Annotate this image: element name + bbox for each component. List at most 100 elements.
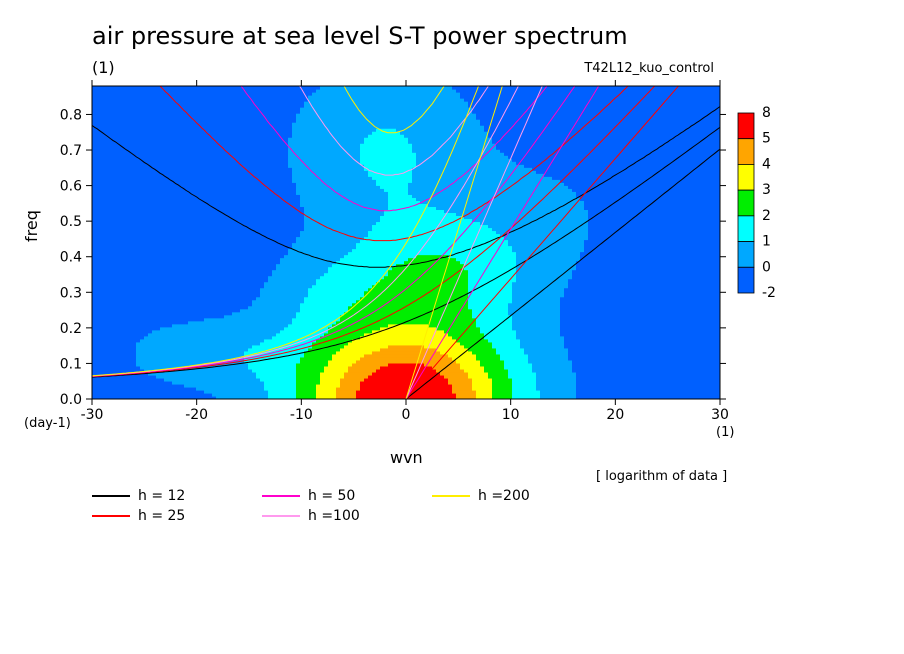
field-cell — [136, 272, 141, 277]
field-cell — [144, 311, 149, 316]
field-cell — [264, 272, 269, 277]
field-cell — [156, 89, 161, 93]
field-cell — [160, 140, 165, 144]
field-cell — [132, 362, 137, 367]
field-cell — [136, 263, 141, 268]
field-cell — [116, 170, 121, 174]
field-cell — [196, 113, 201, 117]
field-cell — [276, 227, 281, 232]
field-cell — [272, 152, 277, 156]
field-cell — [212, 326, 217, 331]
field-cell — [184, 143, 189, 147]
field-cell — [144, 332, 149, 337]
field-cell — [256, 281, 261, 286]
field-cell — [256, 287, 261, 292]
field-cell — [112, 89, 117, 93]
field-cell — [112, 152, 117, 156]
field-cell — [184, 386, 189, 391]
field-cell — [208, 266, 213, 271]
field-cell — [140, 86, 145, 90]
field-cell — [132, 263, 137, 268]
field-cell — [280, 338, 285, 343]
field-cell — [232, 377, 237, 382]
field-cell — [256, 341, 261, 346]
field-cell — [228, 122, 233, 126]
field-cell — [120, 332, 125, 337]
field-cell — [244, 269, 249, 274]
field-cell — [276, 116, 281, 120]
field-cell — [100, 242, 105, 247]
field-cell — [124, 125, 129, 129]
field-cell — [124, 365, 129, 370]
field-cell — [100, 380, 105, 385]
field-cell — [220, 302, 225, 307]
field-cell — [168, 239, 173, 244]
field-cell — [132, 104, 137, 108]
field-cell — [160, 389, 165, 394]
field-cell — [144, 89, 149, 93]
field-cell — [116, 188, 121, 192]
field-cell — [276, 284, 281, 289]
field-cell — [120, 86, 125, 90]
field-cell — [140, 164, 145, 168]
field-cell — [100, 275, 105, 280]
field-cell — [152, 203, 157, 207]
field-cell — [164, 116, 169, 120]
field-cell — [236, 209, 241, 213]
field-cell — [236, 128, 241, 132]
field-cell — [152, 227, 157, 232]
field-cell — [124, 116, 129, 120]
field-cell — [272, 134, 277, 138]
field-cell — [100, 281, 105, 286]
field-cell — [160, 395, 165, 399]
field-cell — [136, 314, 141, 319]
field-cell — [208, 188, 213, 192]
field-cell — [200, 212, 205, 217]
field-cell — [260, 254, 265, 259]
field-cell — [96, 110, 101, 114]
field-cell — [248, 134, 253, 138]
field-cell — [240, 149, 245, 153]
field-cell — [164, 314, 169, 319]
field-cell — [120, 329, 125, 334]
field-cell — [256, 248, 261, 253]
field-cell — [96, 215, 101, 220]
field-cell — [272, 344, 277, 349]
field-cell — [144, 200, 149, 204]
field-cell — [168, 269, 173, 274]
field-cell — [128, 302, 133, 307]
field-cell — [204, 173, 209, 177]
field-cell — [224, 188, 229, 192]
field-cell — [264, 356, 269, 361]
field-cell — [200, 317, 205, 322]
field-cell — [96, 158, 101, 162]
field-cell — [160, 176, 165, 180]
field-cell — [120, 233, 125, 238]
field-cell — [176, 155, 181, 159]
field-cell — [280, 170, 285, 174]
field-cell — [208, 296, 213, 301]
field-cell — [148, 248, 153, 253]
field-cell — [120, 146, 125, 150]
field-cell — [128, 374, 133, 379]
field-cell — [104, 137, 109, 141]
field-cell — [148, 275, 153, 280]
field-cell — [188, 143, 193, 147]
field-cell — [116, 242, 121, 247]
field-cell — [124, 275, 129, 280]
field-cell — [124, 386, 129, 391]
field-cell — [136, 254, 141, 259]
field-cell — [116, 326, 121, 331]
field-cell — [112, 233, 117, 238]
field-cell — [232, 242, 237, 247]
field-cell — [240, 161, 245, 165]
field-cell — [140, 176, 145, 180]
field-cell — [152, 185, 157, 189]
field-cell — [164, 266, 169, 271]
field-cell — [208, 176, 213, 180]
field-cell — [204, 176, 209, 180]
field-cell — [240, 254, 245, 259]
field-cell — [192, 260, 197, 265]
field-cell — [240, 119, 245, 123]
field-cell — [200, 287, 205, 292]
